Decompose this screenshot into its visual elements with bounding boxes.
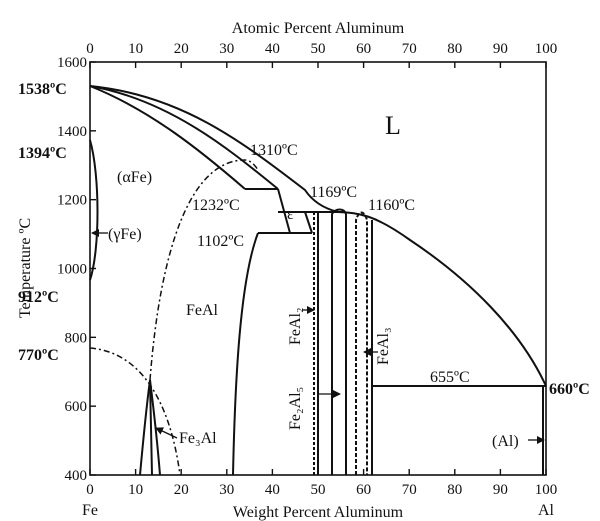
bottom-axis-title: Weight Percent Aluminum <box>233 504 404 521</box>
phase-alpha-fe: (αFe) <box>117 169 152 186</box>
fe-end-label: Fe <box>82 502 98 519</box>
top-tick-label: 70 <box>402 41 417 57</box>
phase-feal: FeAl <box>186 302 219 319</box>
order-disorder-line <box>149 159 259 381</box>
phase-liquid: L <box>385 111 401 140</box>
top-tick-label: 80 <box>447 41 462 57</box>
solidus-curve <box>89 85 279 190</box>
bottom-tick-label: 90 <box>493 482 508 498</box>
left-tick-label: 1600 <box>57 55 87 71</box>
left-tick-label: 1200 <box>57 193 87 209</box>
bottom-tick-label: 10 <box>128 482 143 498</box>
top-tick-label: 60 <box>356 41 371 57</box>
label-1169: 1169ºC <box>310 184 357 201</box>
phase-epsilon: ε <box>287 206 294 223</box>
bottom-axis-ticks: 0 10 20 30 40 50 60 70 80 90 100 <box>86 469 557 498</box>
bottom-tick-label: 70 <box>402 482 417 498</box>
label-1160: 1160ºC <box>368 197 415 214</box>
top-tick-label: 10 <box>128 41 143 57</box>
phase-feal2: FeAl₂ <box>287 307 304 345</box>
top-axis-ticks: 0 10 20 30 40 50 60 70 80 90 100 <box>86 41 557 68</box>
phase-feal3: FeAl₃ <box>375 327 392 365</box>
label-655: 655ºC <box>430 369 470 386</box>
label-770: 770ºC <box>18 347 59 364</box>
left-axis-ticks: 1600 1400 1200 1000 800 600 400 <box>57 55 96 484</box>
top-tick-label: 90 <box>493 41 508 57</box>
top-tick-label: 100 <box>535 41 558 57</box>
bottom-tick-label: 60 <box>356 482 371 498</box>
left-tick-label: 400 <box>65 468 88 484</box>
label-1310: 1310ºC <box>250 142 298 159</box>
left-tick-label: 800 <box>65 330 88 346</box>
alpha-fe-solidus <box>89 85 246 190</box>
label-660: 660ºC <box>549 381 590 398</box>
al-end-label: Al <box>538 502 555 519</box>
bottom-tick-label: 50 <box>311 482 326 498</box>
left-axis-title: Temperature ºC <box>17 218 34 318</box>
label-912: 912ºC <box>18 289 59 306</box>
label-1538: 1538ºC <box>18 81 67 98</box>
curie-line <box>89 347 181 476</box>
bottom-tick-label: 30 <box>219 482 234 498</box>
arrow-fe3al <box>155 427 178 439</box>
label-1232: 1232ºC <box>192 197 240 214</box>
bottom-tick-label: 20 <box>174 482 189 498</box>
top-axis-title: Atomic Percent Aluminum <box>232 20 405 37</box>
fe2al5-dome <box>331 208 347 475</box>
feal-boundary <box>232 232 259 476</box>
top-tick-label: 50 <box>311 41 326 57</box>
bottom-tick-label: 40 <box>265 482 280 498</box>
bottom-tick-label: 80 <box>447 482 462 498</box>
bottom-tick-label: 0 <box>86 482 94 498</box>
label-1394: 1394ºC <box>18 145 67 162</box>
epsilon-region <box>277 188 313 234</box>
phase-gamma-fe: (γFe) <box>108 226 142 243</box>
gamma-fe-loop <box>89 139 99 281</box>
phase-fe2al5: Fe₂Al₅ <box>287 387 304 430</box>
top-tick-label: 40 <box>265 41 280 57</box>
left-tick-label: 1000 <box>57 262 87 278</box>
phase-al: (Al) <box>492 433 519 450</box>
top-tick-label: 0 <box>86 41 94 57</box>
label-1102: 1102ºC <box>197 233 244 250</box>
fe3al-inner <box>149 379 153 476</box>
left-tick-label: 600 <box>65 399 88 415</box>
feal3-dome <box>355 211 368 475</box>
bottom-tick-label: 100 <box>535 482 558 498</box>
top-tick-label: 20 <box>174 41 189 57</box>
phase-fe3al: Fe₃Al <box>179 430 217 447</box>
top-tick-label: 30 <box>219 41 234 57</box>
left-tick-label: 1400 <box>57 124 87 140</box>
